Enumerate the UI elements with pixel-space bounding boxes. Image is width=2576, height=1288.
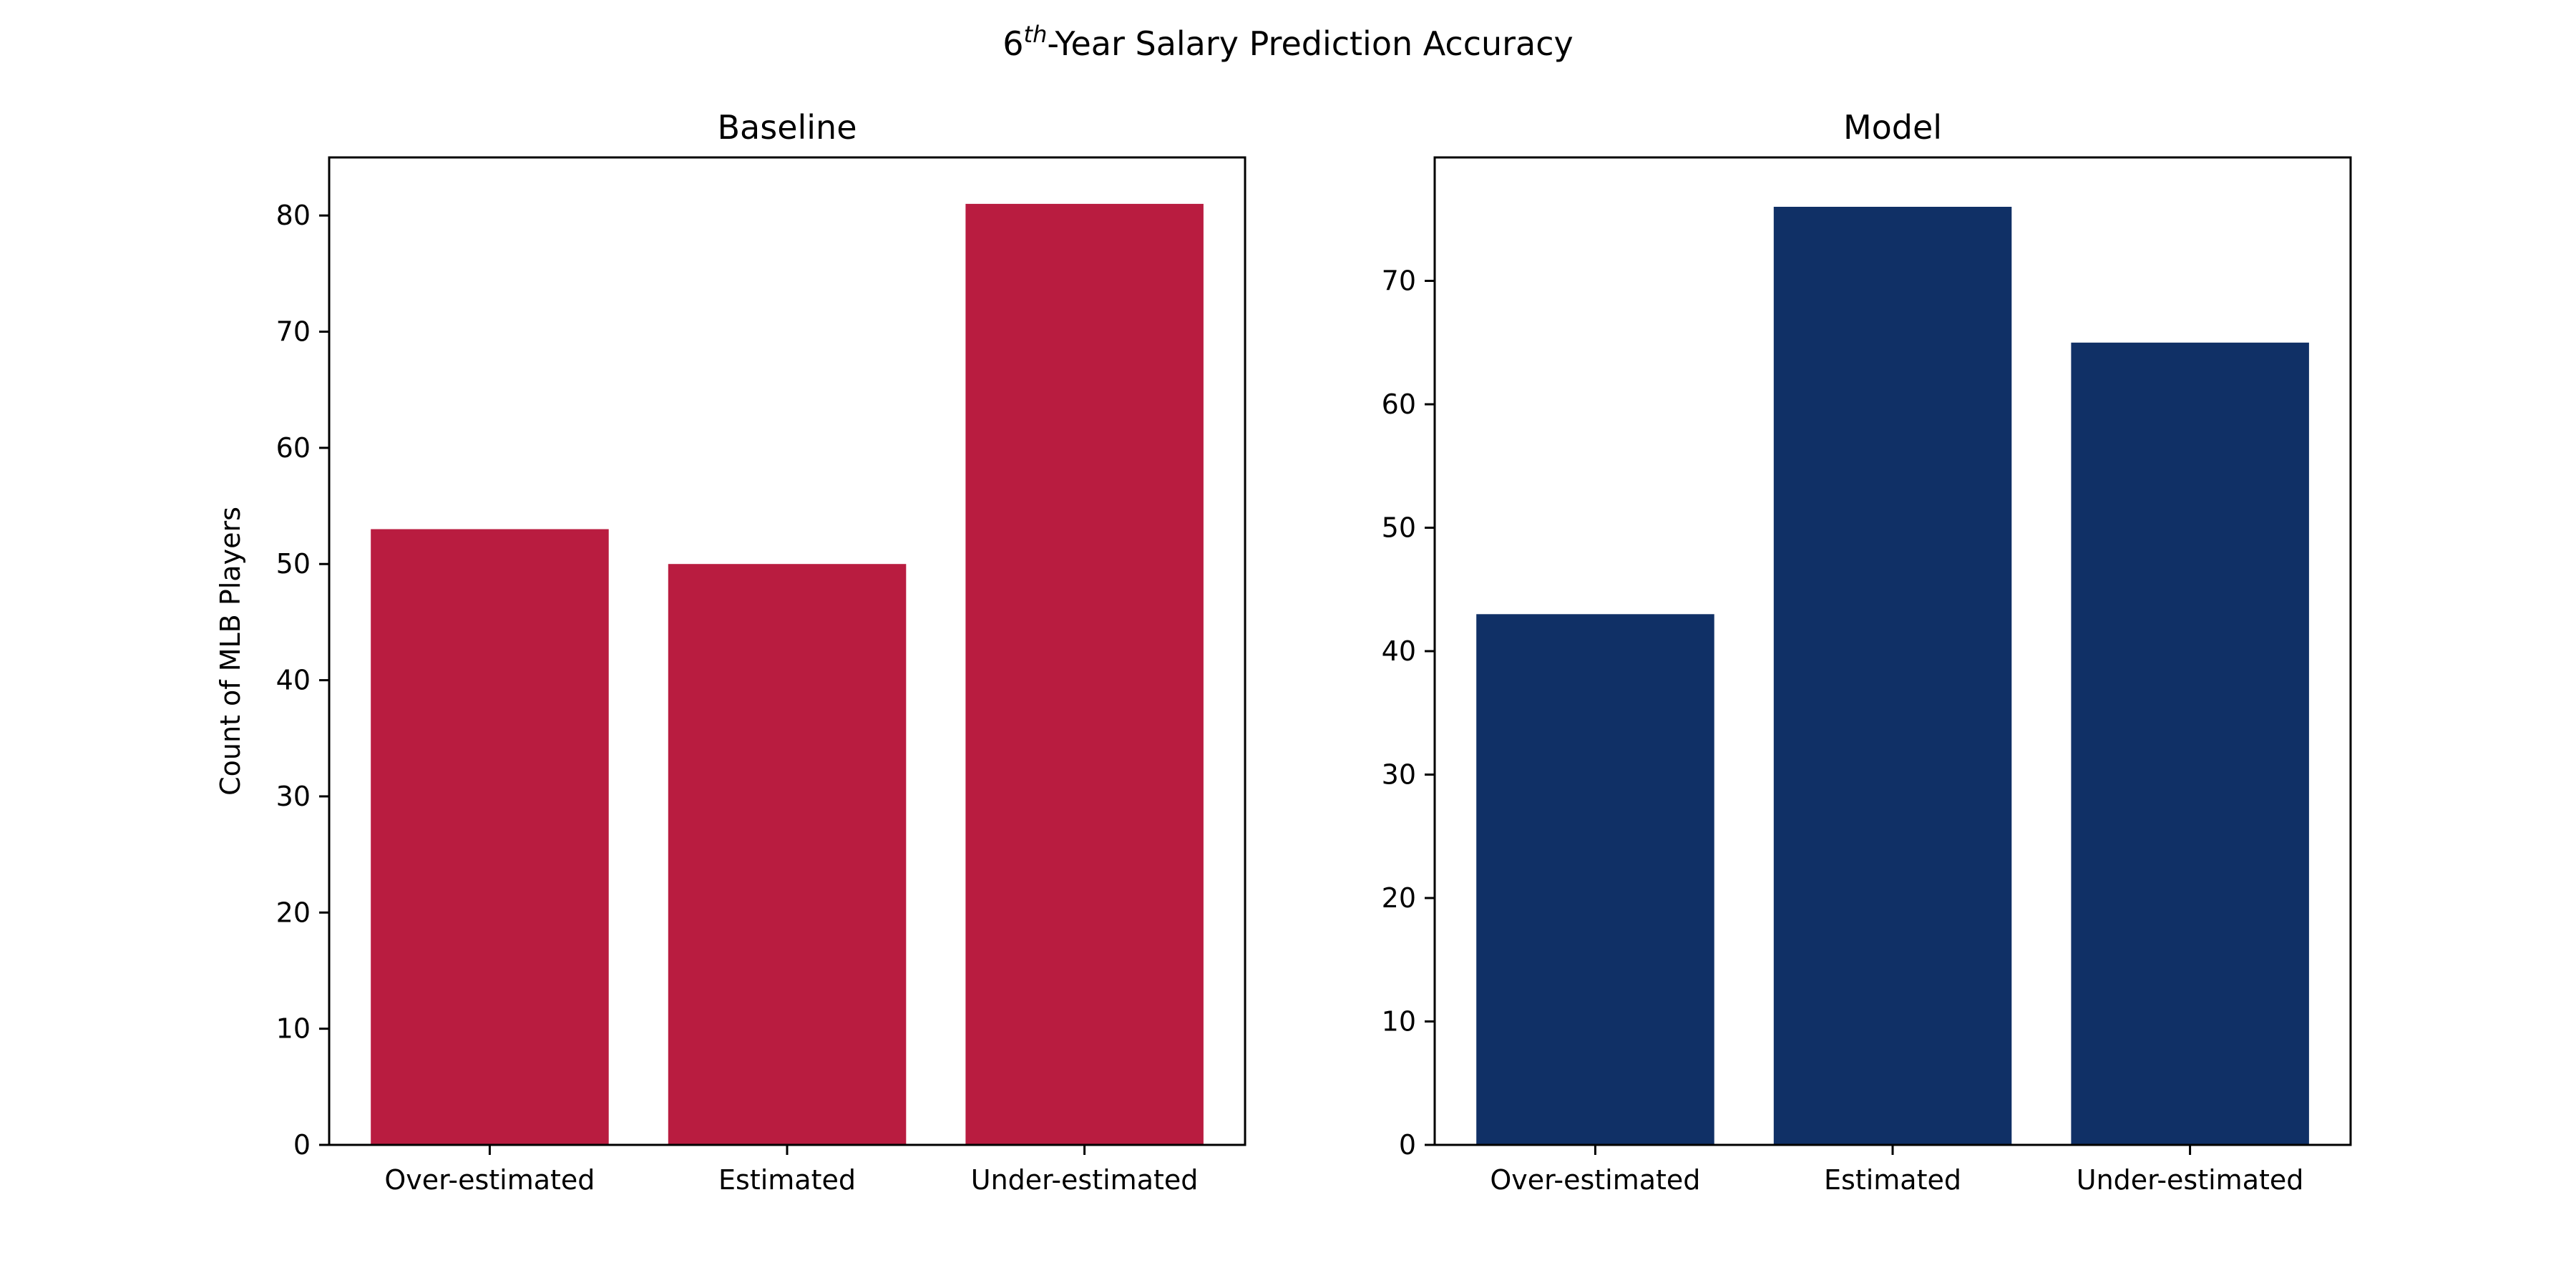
bar-over-estimated bbox=[371, 529, 609, 1145]
y-tick-label: 60 bbox=[1382, 389, 1416, 420]
figure-suptitle: 6th-Year Salary Prediction Accuracy bbox=[1002, 21, 1574, 63]
y-tick-label: 0 bbox=[293, 1129, 311, 1161]
suptitle-rest: -Year Salary Prediction Accuracy bbox=[1047, 24, 1573, 63]
model-panel: 0 10 20 30 40 50 60 70 Over-estimated Estimated Un… bbox=[1382, 108, 2352, 1196]
y-tick-label: 70 bbox=[1382, 265, 1416, 297]
y-tick-label: 80 bbox=[276, 200, 311, 231]
y-tick-label: 50 bbox=[1382, 512, 1416, 544]
x-tick-label: Over-estimated bbox=[384, 1164, 595, 1196]
bar-estimated bbox=[668, 564, 907, 1145]
x-tick-label: Estimated bbox=[718, 1164, 856, 1196]
y-tick-label: 20 bbox=[276, 897, 311, 928]
bar-under-estimated bbox=[965, 203, 1204, 1145]
y-tick-label: 40 bbox=[276, 665, 311, 696]
x-tick-label: Under-estimated bbox=[2077, 1164, 2304, 1196]
suptitle-superscript: th bbox=[1024, 21, 1048, 48]
y-tick-label: 50 bbox=[276, 548, 311, 580]
bar-under-estimated bbox=[2071, 342, 2309, 1146]
bar-estimated bbox=[1773, 207, 2012, 1145]
y-tick-label: 0 bbox=[1399, 1129, 1416, 1161]
y-tick-label: 30 bbox=[276, 781, 311, 812]
panel-title: Baseline bbox=[717, 108, 857, 147]
panel-title: Model bbox=[1843, 108, 1942, 147]
y-tick-label: 30 bbox=[1382, 759, 1416, 791]
suptitle-base: 6 bbox=[1002, 24, 1023, 63]
x-tick-label: Over-estimated bbox=[1490, 1164, 1700, 1196]
y-tick-label: 20 bbox=[1382, 882, 1416, 914]
y-tick-label: 60 bbox=[276, 432, 311, 464]
x-tick-label: Under-estimated bbox=[971, 1164, 1199, 1196]
y-tick-label: 70 bbox=[276, 316, 311, 348]
y-tick-label: 10 bbox=[276, 1013, 311, 1045]
y-axis-label: Count of MLB Players bbox=[215, 507, 246, 796]
y-tick-label: 40 bbox=[1382, 635, 1416, 667]
y-tick-label: 10 bbox=[1382, 1006, 1416, 1038]
x-tick-label: Estimated bbox=[1824, 1164, 1961, 1196]
bar-over-estimated bbox=[1476, 614, 1714, 1146]
baseline-panel: 0 10 20 30 40 50 60 70 80 Over-estimated Estimated… bbox=[215, 108, 1246, 1196]
